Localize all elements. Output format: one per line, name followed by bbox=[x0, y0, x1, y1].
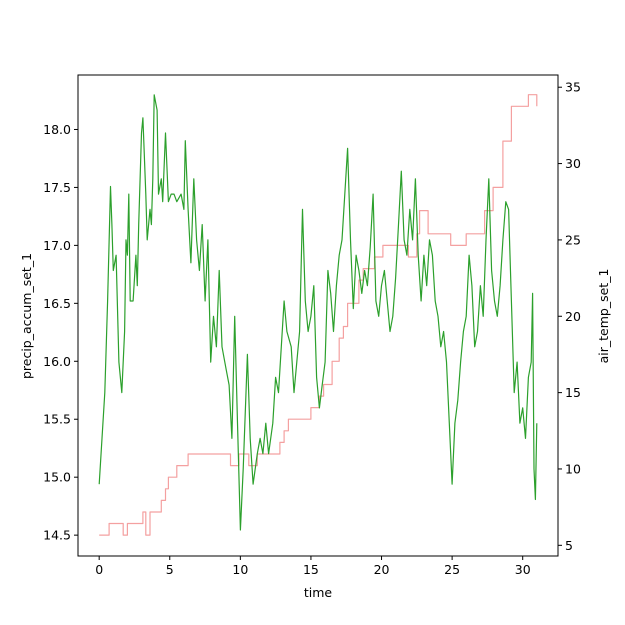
x-axis-label: time bbox=[304, 585, 333, 600]
left-y-tick-label: 17.0 bbox=[43, 238, 71, 253]
right-y-axis-ticks: 5 10 15 20 25 30 35 bbox=[558, 80, 581, 553]
left-y-tick-label: 15.5 bbox=[43, 412, 71, 427]
left-y-axis-ticks: 14.5 15.0 15.5 16.0 16.5 17.0 17.5 18.0 bbox=[43, 122, 78, 543]
right-y-tick-label: 15 bbox=[565, 385, 581, 400]
air-temp-line bbox=[98, 94, 538, 531]
x-tick-label: 0 bbox=[95, 562, 103, 577]
x-tick-label: 30 bbox=[515, 562, 531, 577]
left-y-tick-label: 17.5 bbox=[43, 180, 71, 195]
x-tick-label: 10 bbox=[232, 562, 248, 577]
right-y-tick-label: 20 bbox=[565, 309, 581, 324]
precip-line bbox=[99, 94, 538, 536]
plot-frame bbox=[77, 74, 559, 557]
left-y-axis-label: precip_accum_set_1 bbox=[19, 253, 34, 379]
left-y-tick-label: 14.5 bbox=[43, 528, 71, 543]
right-y-axis-label: air_temp_set_1 bbox=[596, 269, 611, 364]
right-y-tick-label: 5 bbox=[565, 538, 573, 553]
right-y-tick-label: 30 bbox=[565, 156, 581, 171]
right-y-tick-label: 35 bbox=[565, 80, 581, 95]
left-y-tick-label: 18.0 bbox=[43, 122, 71, 137]
series-layer bbox=[98, 94, 538, 536]
right-y-tick-label: 25 bbox=[565, 232, 581, 247]
x-tick-label: 15 bbox=[303, 562, 319, 577]
left-y-tick-label: 16.5 bbox=[43, 296, 71, 311]
x-tick-label: 20 bbox=[374, 562, 390, 577]
x-tick-label: 25 bbox=[444, 562, 460, 577]
x-tick-label: 5 bbox=[166, 562, 174, 577]
right-y-tick-label: 10 bbox=[565, 461, 581, 476]
left-y-tick-label: 16.0 bbox=[43, 354, 71, 369]
left-y-tick-label: 15.0 bbox=[43, 470, 71, 485]
x-axis-ticks: 0 5 10 15 20 25 30 bbox=[95, 556, 531, 577]
